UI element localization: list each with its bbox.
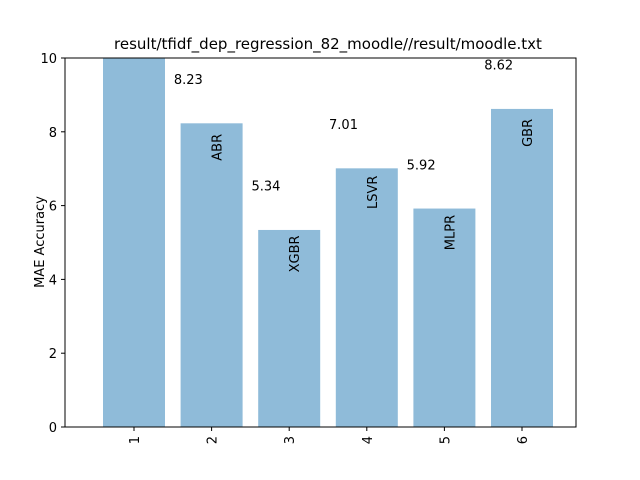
y-tick-label: 6: [49, 200, 57, 215]
bar-name-label: ABR: [211, 134, 226, 161]
value-label: 8.23: [174, 73, 203, 88]
bar-name-label: XGBR: [288, 235, 303, 272]
y-axis-label: MAE Accuracy: [33, 196, 48, 288]
y-tick-label: 2: [49, 347, 57, 362]
bar: [413, 208, 476, 427]
value-label: 5.92: [407, 158, 436, 173]
value-label: 5.34: [251, 180, 280, 195]
y-tick-label: 10: [40, 52, 57, 67]
bar-name-label: MLPR: [443, 215, 458, 250]
value-label: 7.01: [329, 118, 358, 133]
bar: [103, 58, 165, 427]
bar-name-label: LSVR: [366, 176, 381, 209]
x-tick-label: 1: [128, 436, 143, 444]
bar: [180, 123, 243, 427]
value-label: 8.62: [484, 59, 513, 74]
plot-area: [103, 58, 553, 427]
y-tick-label: 0: [49, 421, 57, 436]
x-tick-label: 4: [361, 436, 376, 444]
axes-frame: [64, 57, 577, 428]
bar: [491, 108, 553, 427]
bar: [335, 168, 398, 427]
bar-name-label: GBR: [521, 119, 536, 147]
y-tick-label: 8: [49, 126, 57, 141]
x-tick-label: 2: [206, 436, 221, 444]
chart-title: result/tfidf_dep_regression_82_moodle//r…: [114, 35, 542, 54]
x-tick-label: 6: [516, 436, 531, 444]
x-tick-label: 3: [283, 436, 298, 444]
x-tick-label: 5: [438, 436, 453, 444]
bar: [258, 229, 321, 427]
y-tick-label: 4: [49, 273, 57, 288]
